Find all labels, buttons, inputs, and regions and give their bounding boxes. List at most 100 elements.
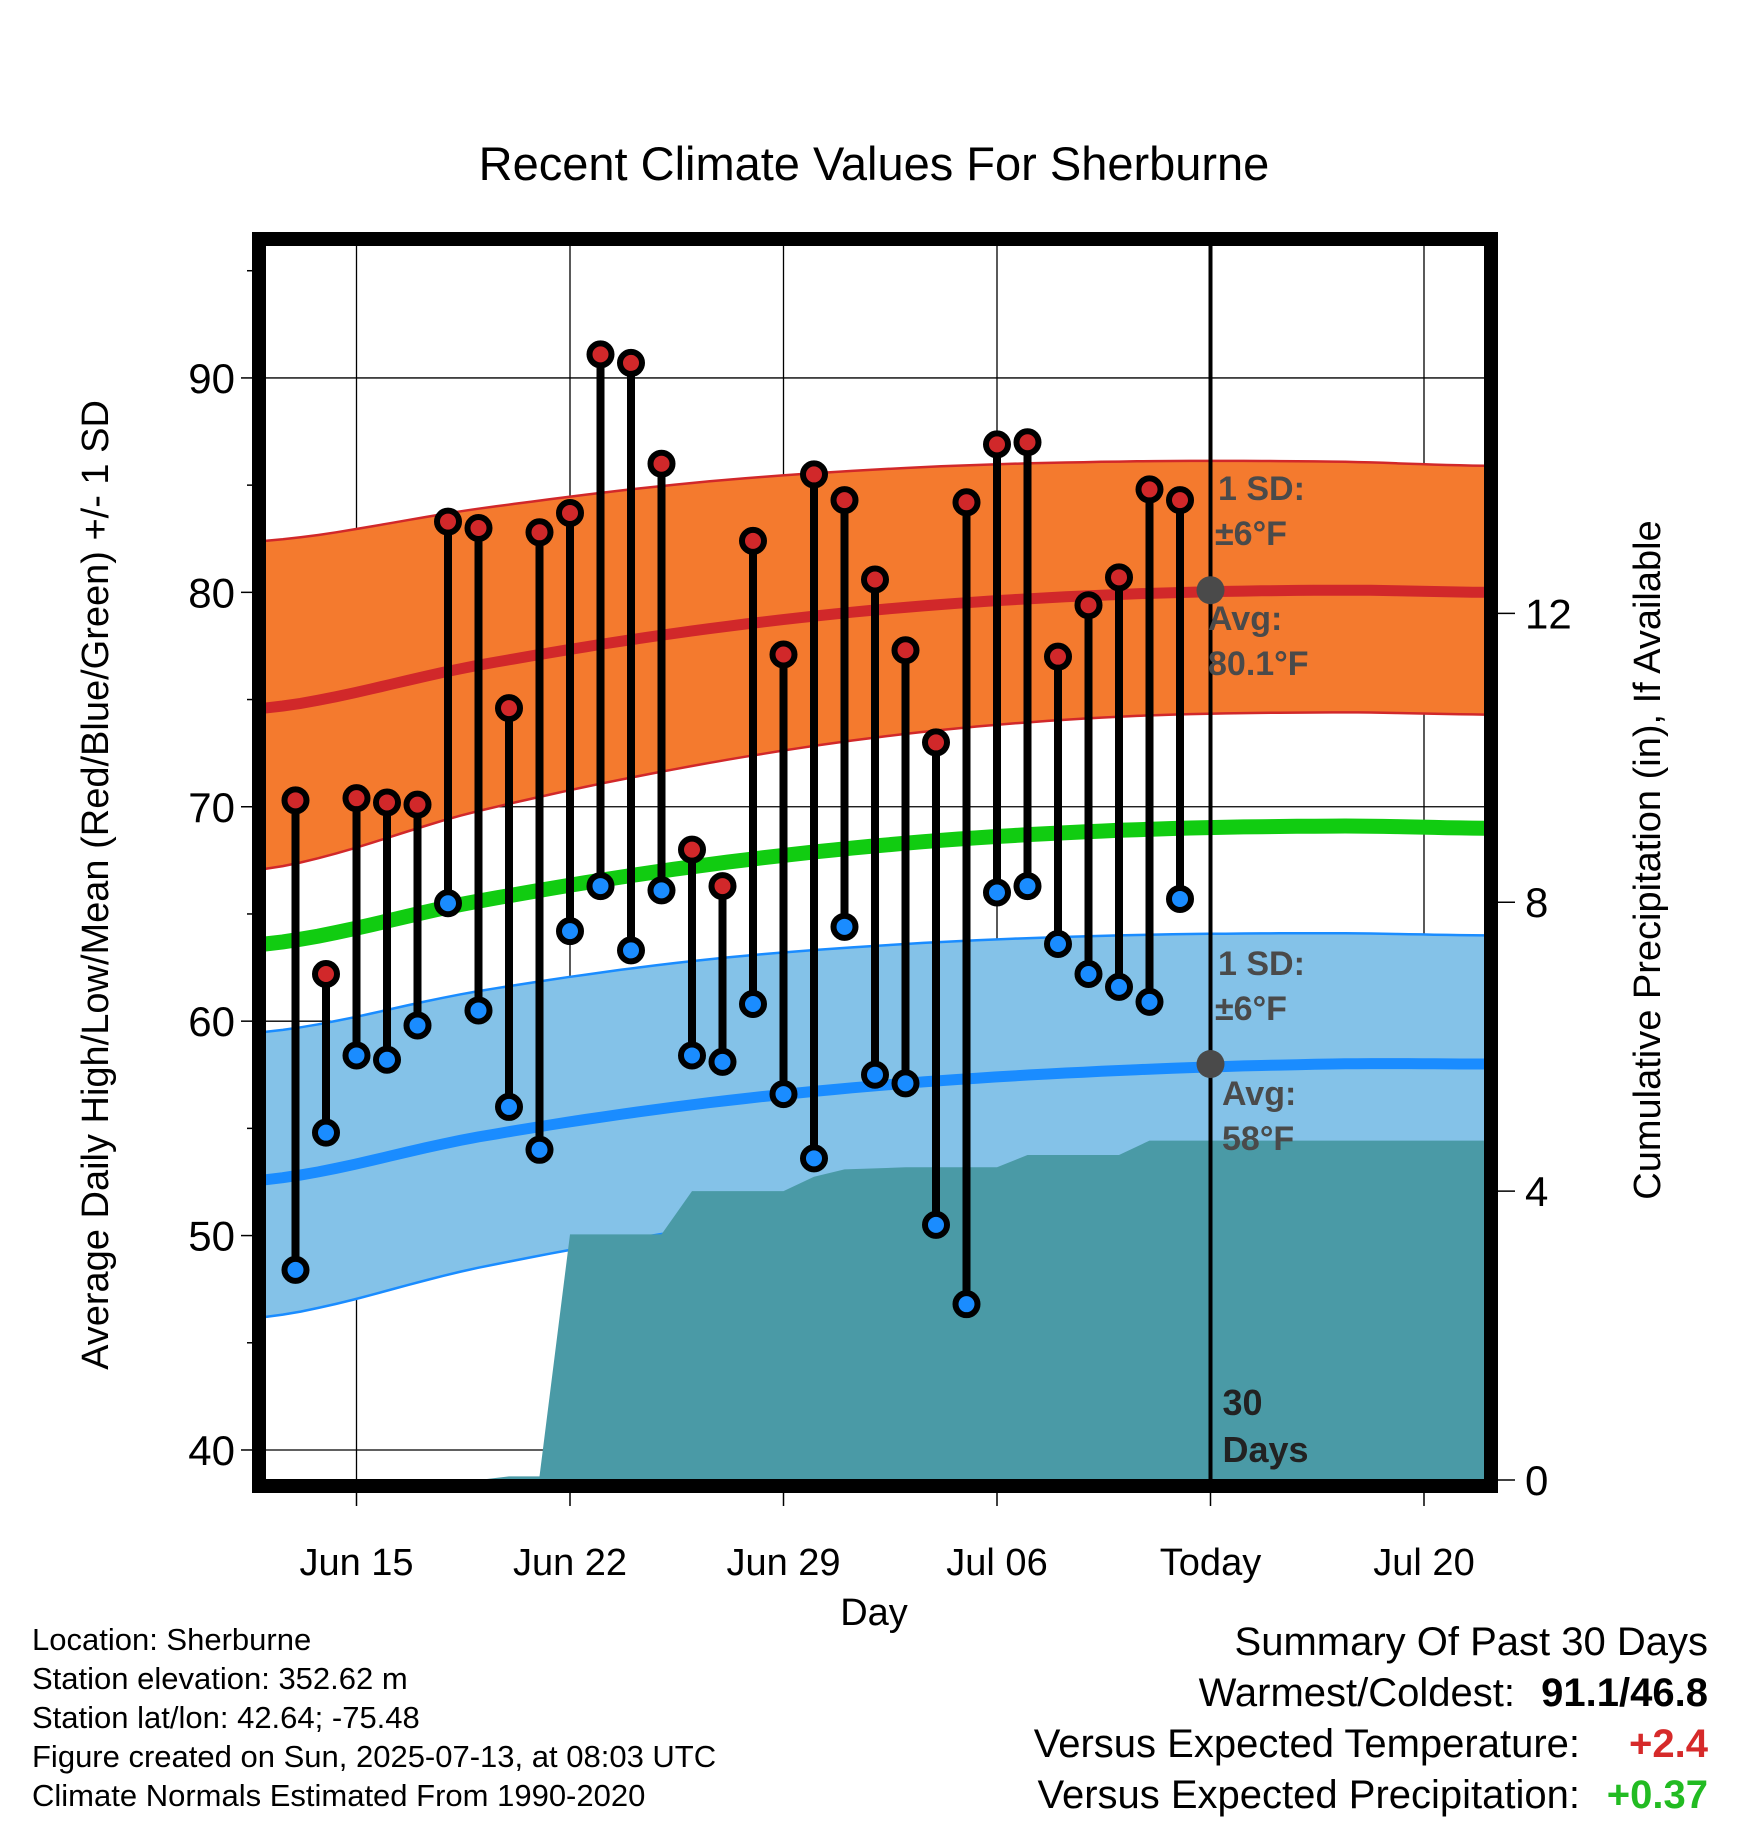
daily-high-point <box>830 486 859 515</box>
high-sd-label: 1 SD: <box>1218 470 1305 508</box>
daily-high-point <box>464 514 493 543</box>
today-days-number: 30 <box>1223 1382 1263 1423</box>
daily-low-point <box>922 1210 950 1239</box>
daily-high-point <box>373 788 401 817</box>
x-tick-label: Jun 29 <box>726 1542 840 1584</box>
x-tick-label: Today <box>1160 1542 1261 1584</box>
chart-title: Recent Climate Values For Sherburne <box>479 137 1270 190</box>
daily-high-point <box>1013 428 1042 457</box>
daily-low-point <box>678 1041 706 1070</box>
daily-high-point <box>556 499 584 528</box>
daily-high-point <box>342 784 371 813</box>
daily-low-point <box>281 1255 310 1284</box>
daily-high-point <box>586 340 615 369</box>
daily-low-point <box>647 876 676 905</box>
low-avg-marker <box>1196 1050 1225 1079</box>
daily-high-point <box>739 526 767 555</box>
daily-high-point <box>922 728 950 757</box>
precip-area <box>265 1140 1485 1480</box>
daily-high-point <box>281 786 310 815</box>
summary-precip-row: Versus Expected Precipitation: +0.37 <box>1034 1770 1708 1821</box>
daily-low-point <box>891 1069 920 1098</box>
daily-high-point <box>891 636 920 665</box>
high-avg-label: Avg: <box>1208 600 1282 638</box>
warmest-label: Warmest/Coldest: <box>1198 1671 1515 1715</box>
daily-high-point <box>983 430 1011 459</box>
low-sd-label: 1 SD: <box>1218 945 1305 983</box>
plot-frame <box>252 232 1498 1493</box>
daily-high-point <box>1074 591 1103 620</box>
summary-warmest-row: Warmest/Coldest: 91.1/46.8 <box>1034 1668 1708 1719</box>
daily-low-point <box>495 1092 523 1121</box>
plot-area: 30 Days 1 SD: ±6°F Avg: 80.1°F 1 SD: ±6°F Avg: 58… <box>188 232 1572 1584</box>
daily-low-point <box>1166 884 1194 913</box>
high-avg-marker <box>1196 576 1225 605</box>
precip-departure-label: Versus Expected Precipitation: <box>1037 1773 1580 1817</box>
y-tick-label-left: 90 <box>188 355 235 402</box>
low-avg-label: Avg: <box>1222 1075 1296 1113</box>
station-location: Location: Sherburne <box>32 1622 312 1657</box>
high-sd-value: ±6°F <box>1215 515 1287 553</box>
daily-low-point <box>952 1290 981 1319</box>
daily-low-point <box>1044 929 1072 958</box>
daily-low-point <box>1135 987 1164 1016</box>
daily-high-point <box>495 694 523 723</box>
temp-departure-label: Versus Expected Temperature: <box>1033 1722 1580 1766</box>
daily-low-point <box>525 1135 554 1164</box>
daily-low-point <box>983 878 1011 907</box>
x-tick-label: Jun 15 <box>299 1542 413 1584</box>
daily-high-point <box>647 449 676 478</box>
daily-low-point <box>830 912 859 941</box>
summary-panel: Summary Of Past 30 Days Warmest/Coldest:… <box>1034 1617 1708 1821</box>
daily-low-point <box>403 1011 432 1040</box>
daily-low-point <box>464 996 493 1025</box>
station-latlon: Station lat/lon: 42.64; -75.48 <box>32 1700 420 1735</box>
high-sd-upper-edge <box>264 459 1486 543</box>
daily-low-point <box>1105 972 1133 1001</box>
daily-low-point <box>342 1041 371 1070</box>
daily-low-point <box>708 1047 737 1076</box>
daily-high-point <box>952 488 981 517</box>
normals-period: Climate Normals Estimated From 1990-2020 <box>32 1778 646 1813</box>
daily-low-point <box>312 1118 340 1147</box>
daily-low-point <box>373 1045 401 1074</box>
summary-title: Summary Of Past 30 Days <box>1234 1620 1708 1664</box>
y-tick-label-left: 80 <box>188 569 235 616</box>
today-days-word: Days <box>1223 1429 1309 1470</box>
precip-departure-value: +0.37 <box>1606 1773 1708 1817</box>
low-avg-value: 58°F <box>1222 1120 1294 1158</box>
daily-low-point <box>739 990 767 1019</box>
y-tick-label-right: 4 <box>1525 1168 1548 1215</box>
y-axis-label-right: Cumulative Precipitation (in), If Availa… <box>1627 520 1669 1199</box>
x-tick-label: Jul 06 <box>946 1542 1047 1584</box>
x-tick-label: Jul 20 <box>1373 1542 1474 1584</box>
station-elevation: Station elevation: 352.62 m <box>32 1661 408 1696</box>
daily-low-point <box>556 917 584 946</box>
y-tick-label-left: 70 <box>188 784 235 831</box>
daily-low-point <box>434 889 462 918</box>
x-axis-label: Day <box>840 1592 908 1634</box>
low-sd-band <box>265 933 1485 1317</box>
daily-high-point <box>617 348 645 377</box>
daily-high-point <box>403 790 432 819</box>
y-tick-label-right: 8 <box>1525 879 1548 926</box>
y-tick-label-left: 60 <box>188 998 235 1045</box>
daily-high-point <box>800 460 828 489</box>
daily-high-point <box>769 640 798 669</box>
daily-high-point <box>861 565 889 594</box>
daily-high-point <box>434 507 462 536</box>
station-info: Location: Sherburne Station elevation: 3… <box>32 1620 716 1815</box>
warmest-value: 91.1/46.8 <box>1541 1671 1708 1715</box>
daily-high-point <box>708 872 737 901</box>
low-sd-value: ±6°F <box>1215 990 1287 1028</box>
daily-high-point <box>1166 486 1194 515</box>
daily-low-point <box>769 1080 798 1109</box>
y-tick-label-left: 50 <box>188 1213 235 1260</box>
daily-high-point <box>1105 563 1133 592</box>
y-axis-label-left: Average Daily High/Low/Mean (Red/Blue/Gr… <box>75 400 117 1370</box>
daily-low-point <box>617 936 645 965</box>
daily-low-point <box>586 872 615 901</box>
temp-departure-value: +2.4 <box>1629 1722 1708 1766</box>
daily-high-point <box>1044 642 1072 671</box>
x-tick-label: Jun 22 <box>513 1542 627 1584</box>
